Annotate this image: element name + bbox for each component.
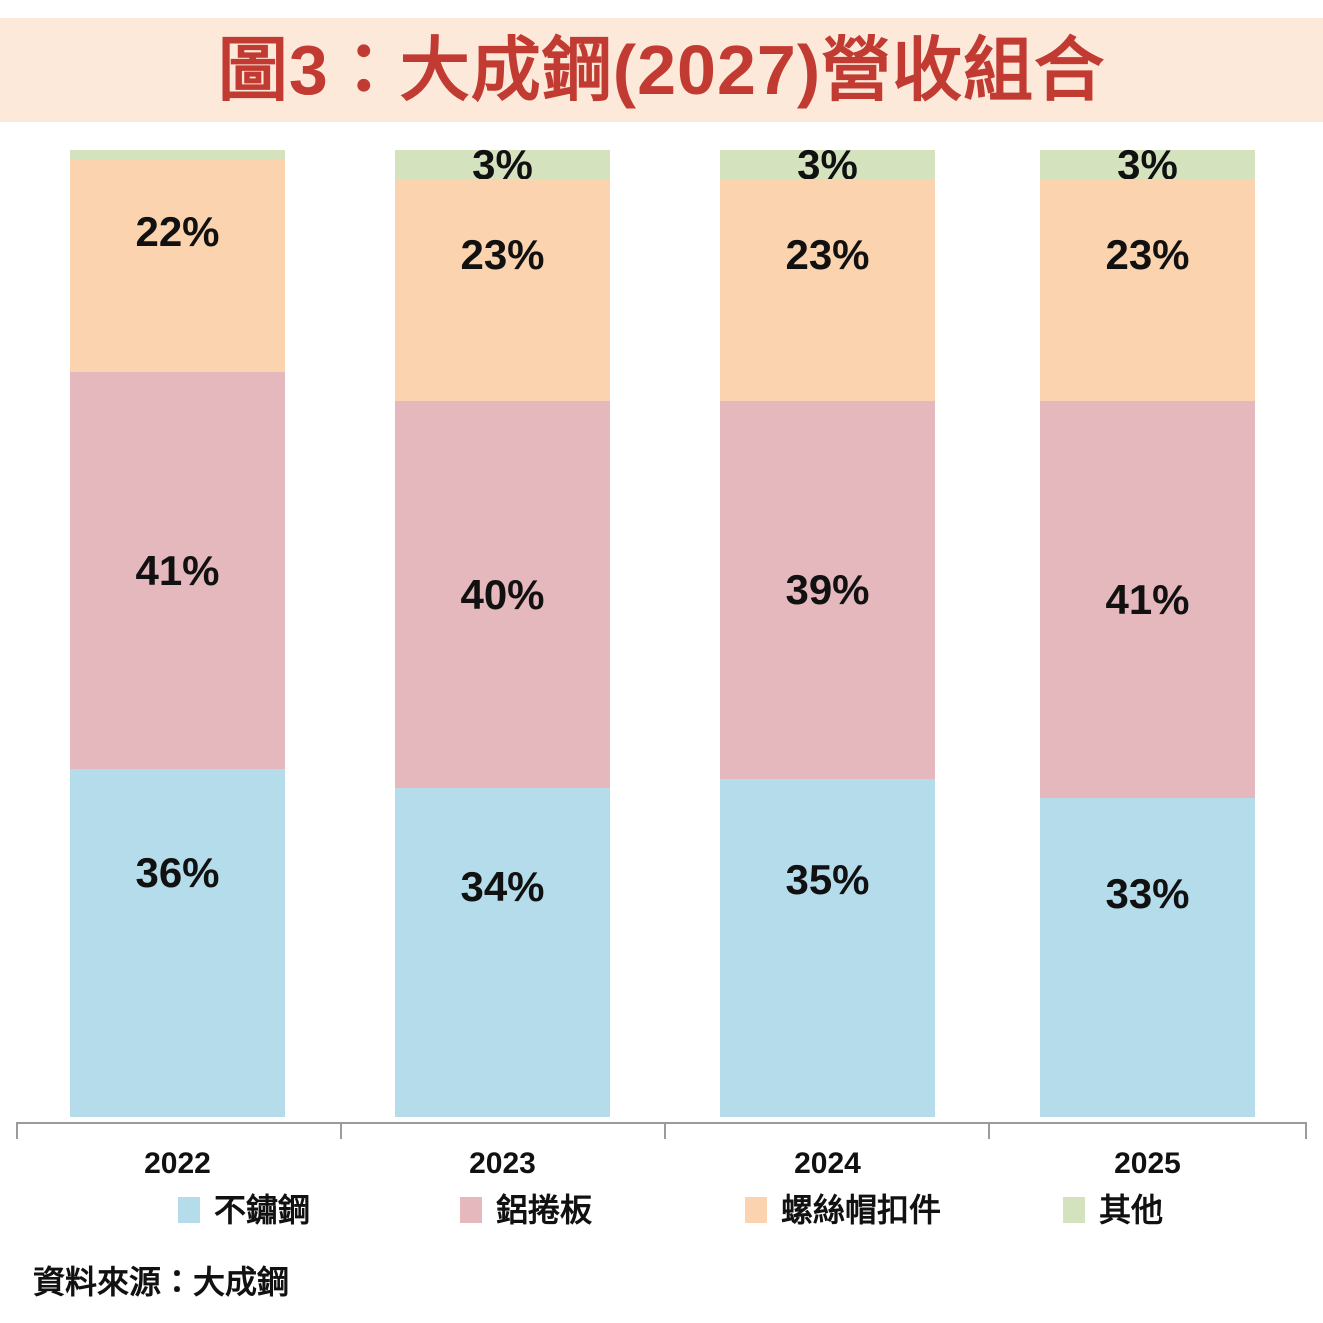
x-axis-label-2024: 2024 <box>794 1147 861 1180</box>
source-note: 資料來源：大成鋼 <box>33 1264 290 1300</box>
legend-label-other: 其他 <box>1099 1192 1164 1228</box>
bar-segment-2024-stainless[interactable]: 35% <box>720 778 935 1117</box>
bar-segment-2022-stainless[interactable]: 36% <box>70 768 285 1117</box>
bar-label-2023-fasteners: 23% <box>460 230 545 278</box>
bar-segment-2025-stainless[interactable]: 33% <box>1040 797 1255 1117</box>
x-axis-label-2025: 2025 <box>1114 1147 1181 1180</box>
legend-item-fasteners[interactable]: 螺絲帽扣件 <box>745 1188 941 1232</box>
legend-label-alucoil: 鋁捲板 <box>496 1192 593 1228</box>
bar-label-2022-stainless: 36% <box>135 849 220 897</box>
x-axis-line <box>16 1122 1307 1124</box>
legend-label-fasteners: 螺絲帽扣件 <box>781 1192 942 1228</box>
legend-swatch-icon-other <box>1063 1197 1085 1223</box>
legend-item-other[interactable]: 其他 <box>1063 1188 1163 1232</box>
bar-group-2023[interactable]: 3% 23% 40% 34% <box>395 143 610 1117</box>
bar-segment-2023-fasteners[interactable]: 23% <box>395 179 610 402</box>
bar-label-2025-stainless: 33% <box>1105 869 1190 917</box>
title-banner: 圖3：大成鋼(2027)營收組合 <box>0 18 1323 122</box>
bar-label-2023-stainless: 34% <box>460 862 545 910</box>
x-axis-tick-end <box>1305 1122 1307 1139</box>
bar-segment-2022-other[interactable]: 1% <box>70 150 285 207</box>
x-axis-label-2023: 2023 <box>469 1147 536 1180</box>
bar-segment-2022-alucoil[interactable]: 41% <box>70 372 285 769</box>
legend-label-stainless: 不鏽鋼 <box>214 1192 311 1228</box>
legend-swatch-icon-fasteners <box>745 1197 767 1223</box>
bar-segment-2022-fasteners[interactable]: 22% <box>70 159 285 373</box>
bar-label-2025-alucoil: 41% <box>1105 575 1190 623</box>
bar-label-2024-alucoil: 39% <box>785 565 870 613</box>
page-title: 圖3：大成鋼(2027)營收組合 <box>217 31 1106 109</box>
bar-segment-2023-other[interactable]: 3% <box>395 143 610 185</box>
bar-label-2022-fasteners: 22% <box>135 207 220 255</box>
x-axis-tick-3 <box>988 1122 990 1139</box>
bar-segment-2023-alucoil[interactable]: 40% <box>395 401 610 789</box>
chart-legend: 不鏽鋼 鋁捲板 螺絲帽扣件 其他 <box>0 1188 1323 1232</box>
bar-label-2022-alucoil: 41% <box>135 546 220 594</box>
bar-segment-2025-other[interactable]: 3% <box>1040 143 1255 185</box>
bar-group-2022[interactable]: 1% 22% 41% 36% <box>70 150 285 1117</box>
x-axis-tick-1 <box>340 1122 342 1139</box>
bar-label-2023-alucoil: 40% <box>460 570 545 618</box>
legend-swatch-icon-alucoil <box>460 1197 482 1223</box>
x-axis-tick-start <box>16 1122 18 1139</box>
x-axis-tick-2 <box>664 1122 666 1139</box>
bar-segment-2024-fasteners[interactable]: 23% <box>720 179 935 402</box>
legend-swatch-icon-stainless <box>178 1197 200 1223</box>
bar-group-2024[interactable]: 3% 23% 39% 35% <box>720 143 935 1117</box>
bar-label-2024-stainless: 35% <box>785 856 870 904</box>
chart-plot-area: 1% 22% 41% 36% 3% 23% 40% 34% 3% 23% <box>0 143 1323 1125</box>
bar-segment-2023-stainless[interactable]: 34% <box>395 788 610 1117</box>
bar-segment-2024-alucoil[interactable]: 39% <box>720 401 935 779</box>
bar-segment-2024-other[interactable]: 3% <box>720 143 935 185</box>
legend-item-stainless[interactable]: 不鏽鋼 <box>178 1188 310 1232</box>
bar-group-2025[interactable]: 3% 23% 41% 33% <box>1040 143 1255 1117</box>
bar-label-2024-fasteners: 23% <box>785 230 870 278</box>
bar-segment-2025-alucoil[interactable]: 41% <box>1040 401 1255 798</box>
bar-label-2025-fasteners: 23% <box>1105 230 1190 278</box>
x-axis-label-2022: 2022 <box>144 1147 211 1180</box>
legend-item-alucoil[interactable]: 鋁捲板 <box>460 1188 592 1232</box>
bar-segment-2025-fasteners[interactable]: 23% <box>1040 179 1255 402</box>
